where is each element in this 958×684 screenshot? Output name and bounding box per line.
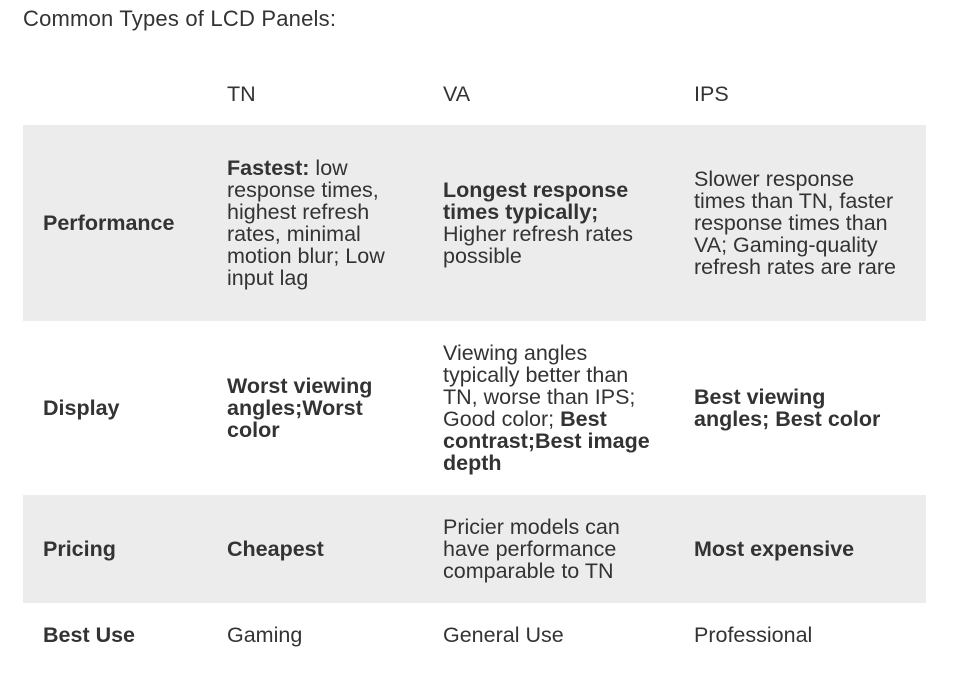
cell-display-va: Viewing angles typically better than TN,… [423, 321, 674, 495]
cell-best-use-ips: Professional [674, 603, 926, 667]
cell-display-tn: Worst viewing angles;Worst color [207, 321, 423, 495]
cell-bold-text: Best contrast;Best image depth [443, 407, 650, 475]
cell-pricing-ips: Most expensive [674, 495, 926, 603]
header-cell-empty [23, 62, 207, 125]
cell-text: General Use [443, 623, 564, 647]
table-row-display: Display Worst viewing angles;Worst color… [23, 321, 926, 495]
header-row: TN VA IPS [23, 62, 926, 125]
row-label-display: Display [43, 396, 120, 420]
cell-text: Slower response times than TN, faster re… [694, 167, 896, 279]
cell-performance-va: Longest response times typically; Higher… [423, 125, 674, 321]
cell-bold-text: Most expensive [694, 537, 855, 561]
header-cell-va: VA [443, 81, 471, 106]
row-label-pricing: Pricing [23, 495, 207, 603]
cell-pricing-va: Pricier models can have performance comp… [423, 495, 674, 603]
cell-text: Professional [694, 623, 813, 647]
row-label-performance: Performance [23, 125, 207, 321]
header-cell-tn: TN [227, 81, 256, 106]
page-title: Common Types of LCD Panels: [23, 6, 337, 31]
cell-text: Gaming [227, 623, 303, 647]
header-cell-ips: IPS [694, 81, 729, 106]
cell-text: Pricier models can have performance comp… [443, 515, 620, 583]
cell-best-use-va: General Use [423, 603, 674, 667]
lcd-panel-comparison-table: TN VA IPS Performance Fastest: low respo… [23, 62, 926, 667]
table-row-best-use: Best Use Gaming General Use Professional [23, 603, 926, 667]
cell-display-ips: Best viewing angles; Best color [674, 321, 926, 495]
cell-bold-text: Best viewing angles; Best color [694, 385, 881, 431]
cell-bold-text: Worst viewing angles;Worst color [227, 374, 373, 442]
row-label-best-use: Best Use [43, 623, 136, 647]
cell-bold-text: Cheapest [227, 537, 324, 561]
table-row-performance: Performance Fastest: low response times,… [23, 125, 926, 321]
cell-bold-text: Longest response times typically; [443, 178, 629, 224]
cell-performance-ips: Slower response times than TN, faster re… [674, 125, 926, 321]
cell-text: Higher refresh rates possible [443, 222, 633, 268]
cell-pricing-tn: Cheapest [207, 495, 423, 603]
cell-best-use-tn: Gaming [207, 603, 423, 667]
cell-text: low response times, highest refresh rate… [227, 156, 385, 290]
cell-bold-text: Fastest: [227, 156, 310, 180]
table-row-pricing: Pricing Cheapest Pricier models can have… [23, 495, 926, 603]
cell-performance-tn: Fastest: low response times, highest ref… [207, 125, 423, 321]
cell-text: Viewing angles typically better than TN,… [443, 341, 636, 431]
